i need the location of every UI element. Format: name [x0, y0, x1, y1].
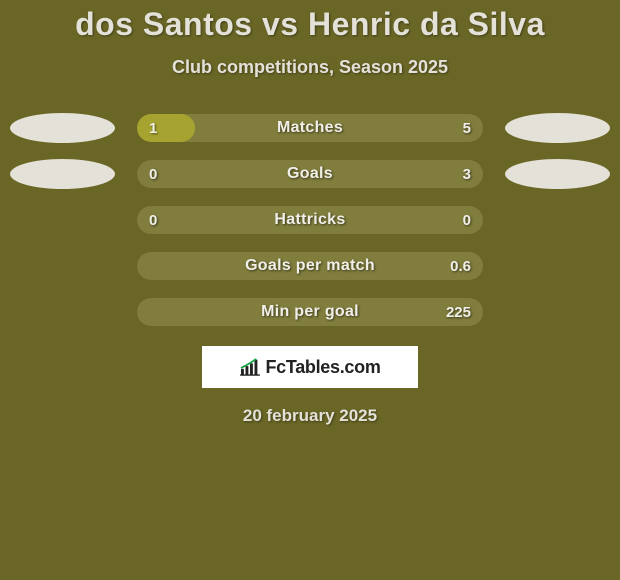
- stat-label: Hattricks: [137, 206, 483, 234]
- stat-label: Goals per match: [137, 252, 483, 280]
- spacer: [505, 251, 610, 281]
- stat-bar-track: Goals per match0.6: [137, 252, 483, 280]
- stat-value-right: 5: [463, 114, 471, 142]
- stat-bar-track: 1Matches5: [137, 114, 483, 142]
- spacer: [505, 205, 610, 235]
- spacer: [505, 297, 610, 327]
- stat-row: 0Goals3: [0, 160, 620, 188]
- stat-bar-track: Min per goal225: [137, 298, 483, 326]
- stat-row: 0Hattricks0: [0, 206, 620, 234]
- player-avatar-left: [10, 159, 115, 189]
- stat-value-left: 0: [149, 206, 157, 234]
- stat-row: Min per goal225: [0, 298, 620, 326]
- spacer: [10, 205, 115, 235]
- stat-value-left: 0: [149, 160, 157, 188]
- stat-value-right: 0.6: [450, 252, 471, 280]
- stat-rows: 1Matches50Goals30Hattricks0Goals per mat…: [0, 114, 620, 326]
- page-title: dos Santos vs Henric da Silva: [0, 6, 620, 43]
- date-text: 20 february 2025: [0, 406, 620, 426]
- subtitle: Club competitions, Season 2025: [0, 57, 620, 78]
- brand-chart-icon: [239, 358, 261, 376]
- brand-text: FcTables.com: [265, 357, 380, 378]
- stat-bar-track: 0Goals3: [137, 160, 483, 188]
- stat-value-left: 1: [149, 114, 157, 142]
- brand-box: FcTables.com: [202, 346, 418, 388]
- stat-bar-track: 0Hattricks0: [137, 206, 483, 234]
- player-avatar-right: [505, 113, 610, 143]
- spacer: [10, 251, 115, 281]
- stat-value-right: 225: [446, 298, 471, 326]
- comparison-widget: dos Santos vs Henric da Silva Club compe…: [0, 0, 620, 426]
- stat-bar-fill: [137, 114, 195, 142]
- player-avatar-right: [505, 159, 610, 189]
- stat-label: Goals: [137, 160, 483, 188]
- stat-row: 1Matches5: [0, 114, 620, 142]
- stat-value-right: 3: [463, 160, 471, 188]
- player-avatar-left: [10, 113, 115, 143]
- stat-row: Goals per match0.6: [0, 252, 620, 280]
- stat-value-right: 0: [463, 206, 471, 234]
- spacer: [10, 297, 115, 327]
- stat-label: Min per goal: [137, 298, 483, 326]
